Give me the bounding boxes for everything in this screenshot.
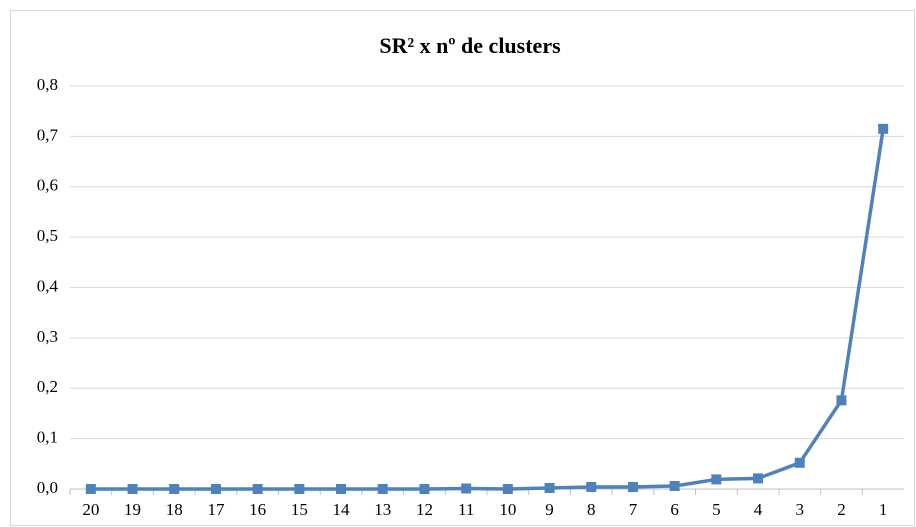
x-tick-label: 7 bbox=[629, 500, 638, 519]
data-point bbox=[419, 484, 430, 494]
data-point bbox=[85, 484, 96, 494]
data-point bbox=[336, 484, 347, 494]
data-point bbox=[377, 484, 388, 494]
data-point bbox=[461, 483, 472, 494]
x-tick-label: 16 bbox=[249, 500, 266, 519]
y-tick-label: 0,4 bbox=[37, 276, 59, 295]
x-tick-label: 3 bbox=[796, 500, 805, 519]
y-tick-label: 0,6 bbox=[37, 176, 58, 195]
x-tick-label: 1 bbox=[879, 500, 888, 519]
data-point bbox=[127, 484, 138, 494]
x-tick-label: 9 bbox=[545, 500, 554, 519]
x-tick-label: 5 bbox=[712, 500, 721, 519]
data-point bbox=[669, 480, 680, 491]
x-tick-label: 4 bbox=[754, 500, 763, 519]
x-tick-label: 10 bbox=[499, 500, 516, 519]
x-tick-label: 15 bbox=[291, 500, 308, 519]
y-tick-label: 0,0 bbox=[37, 478, 58, 497]
data-point bbox=[586, 481, 597, 492]
x-tick-label: 20 bbox=[82, 500, 99, 519]
x-tick-label: 14 bbox=[333, 500, 351, 519]
x-tick-label: 18 bbox=[166, 500, 183, 519]
y-tick-label: 0,5 bbox=[37, 226, 58, 245]
y-tick-label: 0,3 bbox=[37, 327, 58, 346]
data-point bbox=[294, 484, 305, 494]
x-tick-label: 2 bbox=[837, 500, 846, 519]
y-tick-label: 0,8 bbox=[37, 75, 58, 94]
y-tick-label: 0,7 bbox=[37, 125, 59, 144]
data-point bbox=[627, 481, 638, 492]
y-tick-label: 0,1 bbox=[37, 428, 58, 447]
chart-frame bbox=[10, 10, 915, 526]
data-point bbox=[878, 123, 889, 134]
data-point bbox=[169, 484, 180, 494]
data-point bbox=[836, 395, 847, 406]
series-line bbox=[90, 128, 885, 491]
x-tick-label: 8 bbox=[587, 500, 596, 519]
x-tick-label: 12 bbox=[416, 500, 433, 519]
data-point bbox=[753, 473, 764, 484]
x-tick-label: 17 bbox=[207, 500, 225, 519]
data-point bbox=[544, 482, 555, 493]
x-tick-label: 19 bbox=[124, 500, 141, 519]
chart-title: SR² x nº de clusters bbox=[379, 33, 561, 58]
x-tick-label: 13 bbox=[374, 500, 391, 519]
data-point bbox=[210, 484, 221, 494]
data-point bbox=[502, 484, 513, 494]
data-point bbox=[794, 457, 805, 468]
data-point bbox=[711, 474, 722, 485]
x-tick-label: 11 bbox=[458, 500, 474, 519]
x-tick-label: 6 bbox=[670, 500, 679, 519]
data-point bbox=[252, 484, 263, 494]
y-tick-label: 0,2 bbox=[37, 377, 58, 396]
